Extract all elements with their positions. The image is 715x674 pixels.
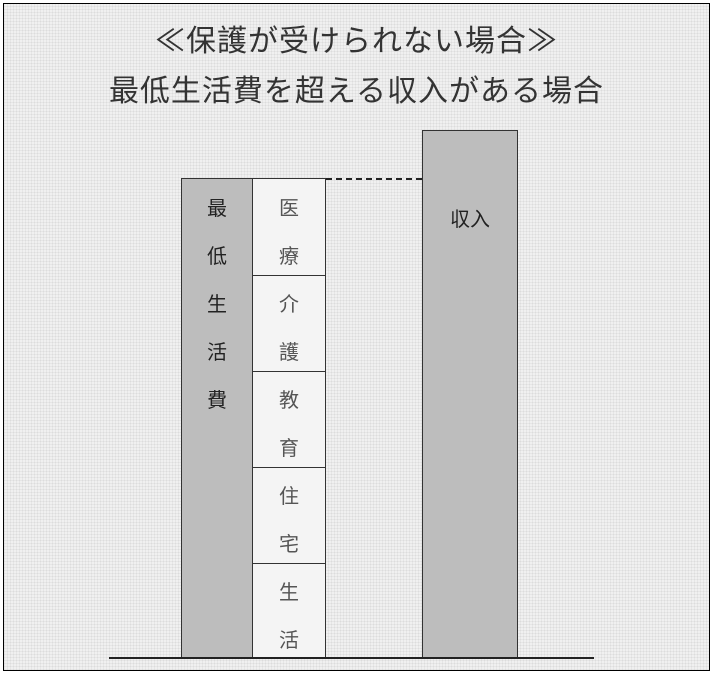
segment-divider — [253, 275, 325, 276]
baseline — [109, 657, 594, 659]
min-cost-label-char-1: 最 — [207, 196, 227, 220]
income-bar: 収入 — [422, 130, 518, 658]
title-line-2: 最低生活費を超える収入がある場合 — [108, 74, 605, 109]
medical-char-1: 医 — [279, 196, 299, 220]
care-char-2: 護 — [279, 340, 299, 364]
living-char-1: 生 — [279, 580, 299, 604]
education-char-1: 教 — [279, 388, 299, 412]
segment-divider — [253, 563, 325, 564]
min-cost-label-char-5: 費 — [207, 388, 227, 412]
segment-divider — [253, 467, 325, 468]
minimum-living-cost-bar: 最 低 生 活 費 — [181, 178, 253, 658]
min-cost-label-char-3: 生 — [207, 292, 227, 316]
min-cost-label-char-4: 活 — [207, 340, 227, 364]
title-line-1: ≪保護が受けられない場合≫ — [155, 24, 558, 59]
education-char-2: 育 — [279, 436, 299, 460]
income-label: 収入 — [450, 207, 490, 231]
minimum-cost-reference-line — [326, 178, 422, 180]
diagram-frame: ≪保護が受けられない場合≫ 最低生活費を超える収入がある場合 最 低 生 活 費… — [3, 3, 710, 671]
care-char-1: 介 — [279, 292, 299, 316]
cost-breakdown-column: 医 療 介 護 教 育 住 宅 生 活 — [253, 178, 326, 658]
segment-divider — [253, 371, 325, 372]
housing-char-1: 住 — [279, 484, 299, 508]
medical-char-2: 療 — [279, 244, 299, 268]
min-cost-label-char-2: 低 — [207, 244, 227, 268]
living-char-2: 活 — [279, 628, 299, 652]
housing-char-2: 宅 — [279, 532, 299, 556]
